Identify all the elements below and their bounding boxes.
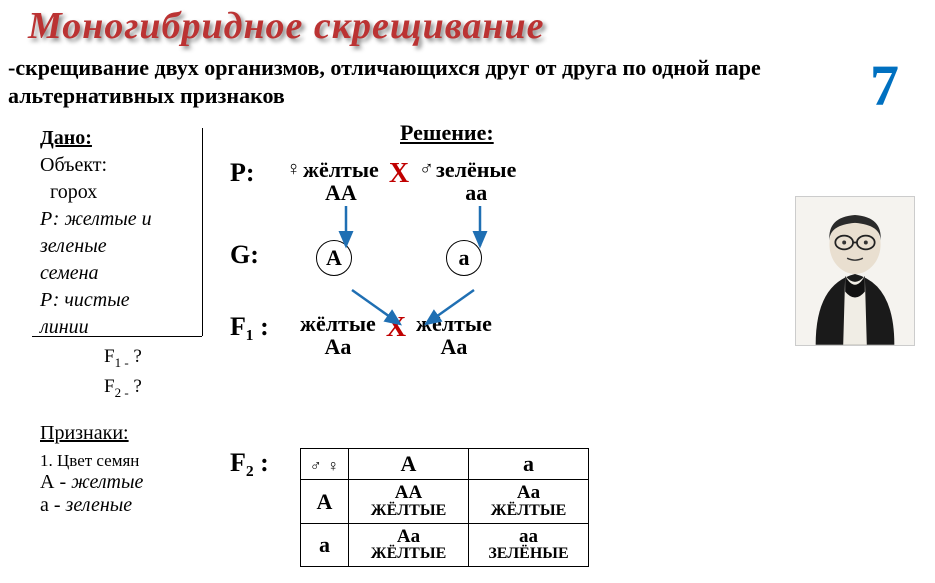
p2-line-1: Р: чистые bbox=[40, 288, 200, 313]
parent-2-phenotype: зелёные bbox=[436, 158, 516, 181]
cell-geno: Aa bbox=[363, 527, 454, 547]
f1-label: F₁ : bbox=[230, 312, 286, 342]
table-row: a Aa ЖЁЛТЫЕ aa ЗЕЛЁНЫЕ bbox=[301, 523, 589, 567]
col-header-a: a bbox=[469, 449, 589, 480]
cell-Aa-2: Aa ЖЁЛТЫЕ bbox=[349, 523, 469, 567]
p-row: P: ♀ жёлтые AA X ♂ зелёные aa bbox=[230, 158, 750, 204]
cell-geno: Aa bbox=[483, 483, 574, 503]
table-row: ♂ ♀ A a bbox=[301, 449, 589, 480]
male-symbol: ♂ bbox=[419, 158, 434, 181]
p-line-3: семена bbox=[40, 261, 200, 286]
f1-query: F1 - ? bbox=[104, 346, 142, 371]
f2-query: F2 - ? bbox=[104, 376, 142, 401]
punnett-table: ♂ ♀ A a A AA ЖЁЛТЫЕ Aa ЖЁЛТЫЕ a Aa ЖЁЛТЫ… bbox=[300, 448, 589, 567]
f-queries: F1 - ? F2 - ? bbox=[104, 346, 142, 406]
given-block: Дано: Объект: горох Р: желтые и зеленые … bbox=[40, 126, 200, 342]
f2-label: F₂ : bbox=[230, 448, 269, 478]
cross-icon: X bbox=[389, 158, 409, 190]
col-header-A: A bbox=[349, 449, 469, 480]
parent-1-genotype: AA bbox=[303, 181, 379, 204]
cell-Aa-1: Aa ЖЁЛТЫЕ bbox=[469, 479, 589, 523]
gamete-A: A bbox=[316, 240, 352, 276]
cell-geno: aa bbox=[483, 527, 574, 547]
object-value-text: горох bbox=[50, 181, 97, 203]
parent-2-genotype: aa bbox=[436, 181, 516, 204]
solution-block: P: ♀ жёлтые AA X ♂ зелёные aa G: A a F₁ … bbox=[230, 158, 750, 370]
cell-pheno: ЖЁЛТЫЕ bbox=[363, 503, 454, 520]
row-header-A: A bbox=[301, 479, 349, 523]
divider-horizontal bbox=[32, 336, 202, 337]
slide-subtitle: -скрещивание двух организмов, отличающих… bbox=[8, 54, 805, 109]
object-value: горох bbox=[40, 180, 200, 205]
cross-icon-2: X bbox=[386, 312, 406, 344]
cell-pheno: ЖЁЛТЫЕ bbox=[483, 503, 574, 520]
parent-1-phenotype: жёлтые bbox=[303, 158, 379, 181]
gamete-a: a bbox=[446, 240, 482, 276]
mendel-portrait bbox=[795, 196, 915, 346]
g-label: G: bbox=[230, 240, 286, 270]
allele-A: А - желтые bbox=[40, 471, 143, 494]
f1-2-phenotype: жёлтые bbox=[416, 312, 492, 335]
object-label: Объект: bbox=[40, 153, 200, 178]
traits-header: Признаки: bbox=[40, 422, 143, 445]
p-label: P: bbox=[230, 158, 286, 188]
trait-1: 1. Цвет семян bbox=[40, 451, 143, 471]
f1-1-phenotype: жёлтые bbox=[300, 312, 376, 335]
divider-vertical bbox=[202, 128, 203, 336]
female-symbol: ♀ bbox=[286, 158, 301, 181]
f1-2: жёлтые Aa bbox=[416, 312, 492, 358]
traits-block: Признаки: 1. Цвет семян А - желтые а - з… bbox=[40, 422, 143, 517]
p-line-1: Р: желтые и bbox=[40, 207, 200, 232]
table-row: A AA ЖЁЛТЫЕ Aa ЖЁЛТЫЕ bbox=[301, 479, 589, 523]
f1-row: F₁ : жёлтые Aa X жёлтые Aa bbox=[230, 312, 750, 358]
cell-pheno: ЖЁЛТЫЕ bbox=[363, 546, 454, 563]
g-row: G: A a bbox=[230, 240, 750, 276]
cell-geno: AA bbox=[363, 483, 454, 503]
f1-1: жёлтые Aa bbox=[300, 312, 376, 358]
allele-a: а - зеленые bbox=[40, 494, 143, 517]
cell-AA: AA ЖЁЛТЫЕ bbox=[349, 479, 469, 523]
p-line-2: зеленые bbox=[40, 234, 200, 259]
cell-pheno: ЗЕЛЁНЫЕ bbox=[483, 546, 574, 563]
slide-number: 7 bbox=[870, 52, 899, 119]
parent-2: зелёные aa bbox=[436, 158, 516, 204]
female-symbol-table: ♀ bbox=[327, 458, 339, 475]
given-header: Дано: bbox=[40, 126, 200, 151]
parent-1: жёлтые AA bbox=[303, 158, 379, 204]
corner-cell: ♂ ♀ bbox=[301, 449, 349, 480]
slide-title: Моногибридное скрещивание bbox=[28, 4, 545, 48]
cell-aa: aa ЗЕЛЁНЫЕ bbox=[469, 523, 589, 567]
row-header-a: a bbox=[301, 523, 349, 567]
f1-1-genotype: Aa bbox=[300, 335, 376, 358]
f1-2-genotype: Aa bbox=[416, 335, 492, 358]
male-symbol-table: ♂ bbox=[310, 458, 322, 475]
solution-header: Решение: bbox=[400, 120, 494, 146]
